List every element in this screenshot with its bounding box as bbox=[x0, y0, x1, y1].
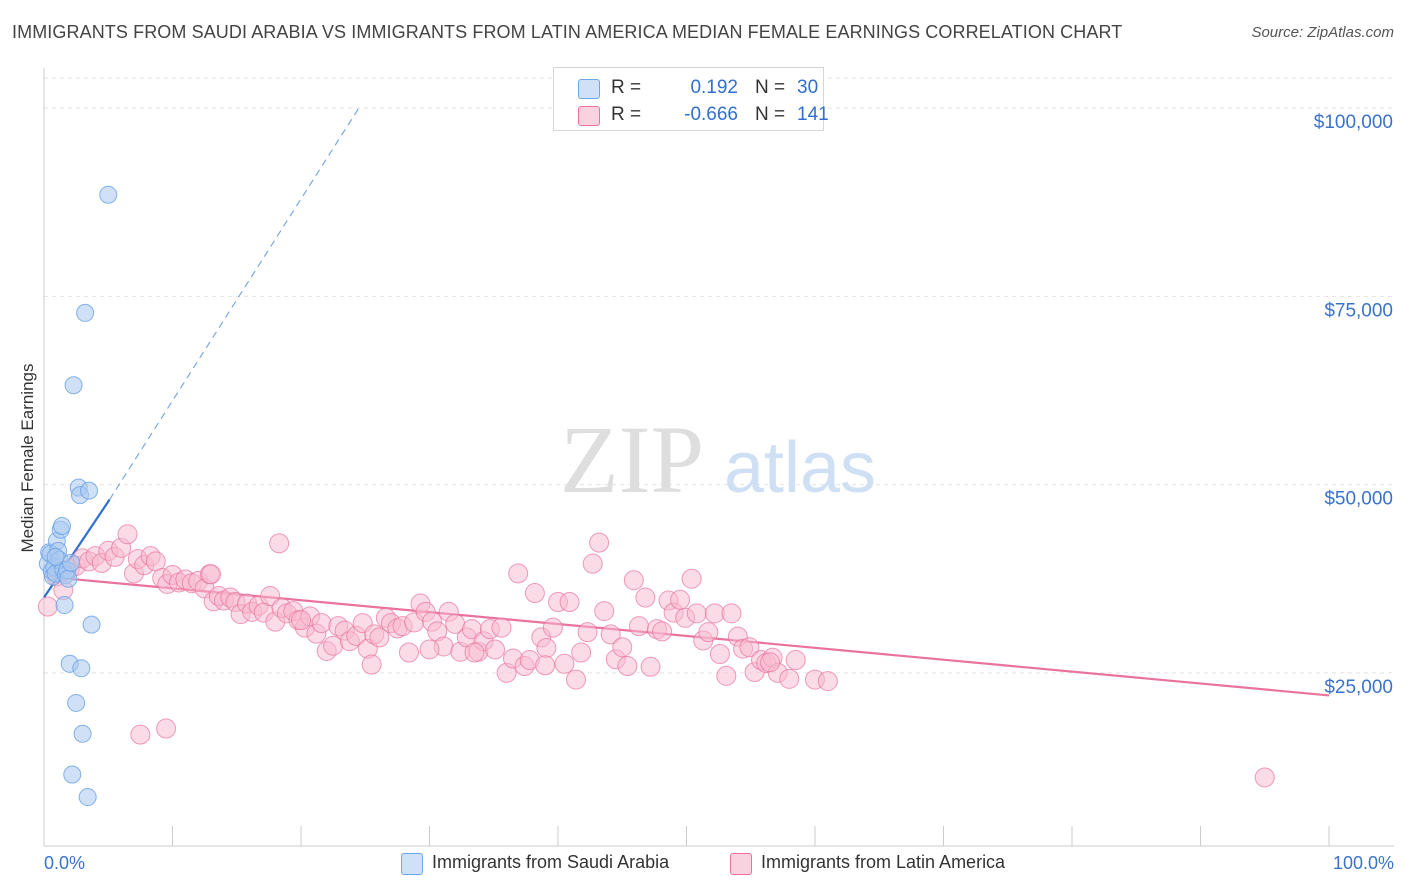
point-latin bbox=[577, 622, 598, 643]
point-latin bbox=[369, 627, 390, 648]
point-saudi bbox=[99, 185, 118, 204]
x-tick-label-max: 100.0% bbox=[1332, 853, 1394, 873]
point-saudi bbox=[55, 596, 74, 615]
point-latin bbox=[698, 622, 719, 643]
r-value: -0.666 bbox=[684, 104, 738, 125]
y-tick-label: $100,000 bbox=[1314, 112, 1393, 133]
point-latin bbox=[721, 603, 742, 624]
point-saudi bbox=[82, 615, 101, 634]
point-saudi bbox=[59, 569, 78, 588]
legend-label: Immigrants from Latin America bbox=[761, 852, 1006, 872]
point-latin bbox=[623, 570, 644, 591]
point-saudi bbox=[64, 376, 83, 395]
point-latin bbox=[1254, 767, 1275, 788]
point-saudi bbox=[72, 659, 91, 678]
legend-label: Immigrants from Saudi Arabia bbox=[432, 852, 670, 872]
n-label: N = bbox=[755, 77, 786, 98]
r-label: R = bbox=[611, 104, 642, 125]
y-tick-label: $25,000 bbox=[1324, 677, 1393, 698]
point-latin bbox=[565, 669, 586, 690]
legend-swatch-saudi bbox=[401, 853, 423, 875]
point-saudi bbox=[63, 765, 82, 784]
point-latin bbox=[536, 637, 557, 658]
point-latin bbox=[571, 642, 592, 663]
point-latin bbox=[640, 656, 661, 677]
point-latin bbox=[617, 656, 638, 677]
point-saudi bbox=[52, 517, 71, 535]
r-label: R = bbox=[611, 77, 642, 98]
point-latin bbox=[709, 644, 730, 664]
point-latin bbox=[535, 655, 556, 676]
point-latin bbox=[686, 603, 707, 624]
point-latin bbox=[542, 617, 563, 638]
point-latin bbox=[156, 718, 177, 739]
point-latin bbox=[635, 587, 656, 608]
n-value: 30 bbox=[797, 77, 819, 98]
legend-swatch-latin bbox=[730, 853, 752, 875]
point-saudi bbox=[67, 693, 86, 712]
point-latin bbox=[589, 532, 610, 553]
point-saudi bbox=[78, 788, 97, 807]
point-saudi bbox=[46, 547, 65, 566]
point-latin bbox=[628, 616, 649, 637]
trend-line-saudi-extended bbox=[109, 107, 360, 500]
point-latin bbox=[779, 668, 800, 689]
n-value: 141 bbox=[797, 104, 829, 125]
point-latin bbox=[559, 592, 580, 613]
y-axis-label: Median Female Earnings bbox=[18, 363, 37, 553]
point-latin bbox=[716, 665, 737, 686]
point-latin bbox=[291, 610, 311, 631]
point-latin bbox=[704, 603, 725, 624]
point-latin bbox=[201, 564, 222, 585]
point-latin bbox=[739, 637, 760, 658]
point-latin bbox=[508, 563, 529, 584]
point-latin bbox=[582, 553, 603, 574]
point-latin bbox=[311, 613, 332, 634]
point-latin bbox=[117, 524, 138, 545]
chart-title: IMMIGRANTS FROM SAUDI ARABIA VS IMMIGRAN… bbox=[12, 22, 1123, 42]
point-latin bbox=[612, 637, 633, 658]
gridlines bbox=[44, 77, 1394, 674]
x-tick-label-min: 0.0% bbox=[44, 853, 86, 873]
source-credit: Source: ZipAtlas.com bbox=[1251, 24, 1394, 41]
data-points bbox=[37, 185, 1275, 807]
point-latin bbox=[130, 724, 151, 745]
point-latin bbox=[398, 642, 419, 663]
point-latin bbox=[419, 639, 440, 660]
point-latin bbox=[652, 621, 673, 642]
y-tick-label: $50,000 bbox=[1324, 489, 1393, 510]
point-saudi bbox=[76, 303, 95, 322]
point-latin bbox=[524, 583, 545, 604]
axes bbox=[43, 68, 1394, 847]
point-latin bbox=[760, 652, 781, 673]
r-value: 0.192 bbox=[690, 77, 738, 98]
point-latin bbox=[554, 653, 575, 674]
watermark: ZIP atlas bbox=[560, 406, 876, 513]
point-latin bbox=[670, 589, 691, 610]
point-saudi bbox=[61, 553, 80, 572]
point-latin bbox=[269, 533, 290, 554]
y-tick-labels: $100,000 $75,000 $50,000 $25,000 bbox=[1314, 112, 1393, 698]
y-tick-label: $75,000 bbox=[1324, 300, 1393, 321]
point-latin bbox=[485, 639, 506, 660]
stats-swatch-latin bbox=[578, 106, 600, 126]
point-latin bbox=[785, 650, 806, 671]
point-latin bbox=[491, 617, 512, 638]
point-latin bbox=[817, 671, 838, 692]
point-saudi bbox=[73, 724, 92, 743]
point-latin bbox=[361, 654, 382, 675]
n-label: N = bbox=[755, 104, 786, 125]
point-saudi bbox=[79, 481, 98, 500]
stats-box: R = 0.192 N = 30 R = -0.666 N = 141 bbox=[553, 67, 829, 131]
watermark-atlas: atlas bbox=[724, 428, 876, 508]
point-latin bbox=[37, 596, 58, 617]
watermark-zip: ZIP bbox=[560, 406, 704, 513]
point-latin bbox=[681, 568, 702, 589]
point-latin bbox=[464, 642, 485, 663]
point-latin bbox=[594, 601, 615, 622]
point-latin bbox=[600, 624, 621, 645]
stats-swatch-saudi bbox=[578, 79, 600, 99]
